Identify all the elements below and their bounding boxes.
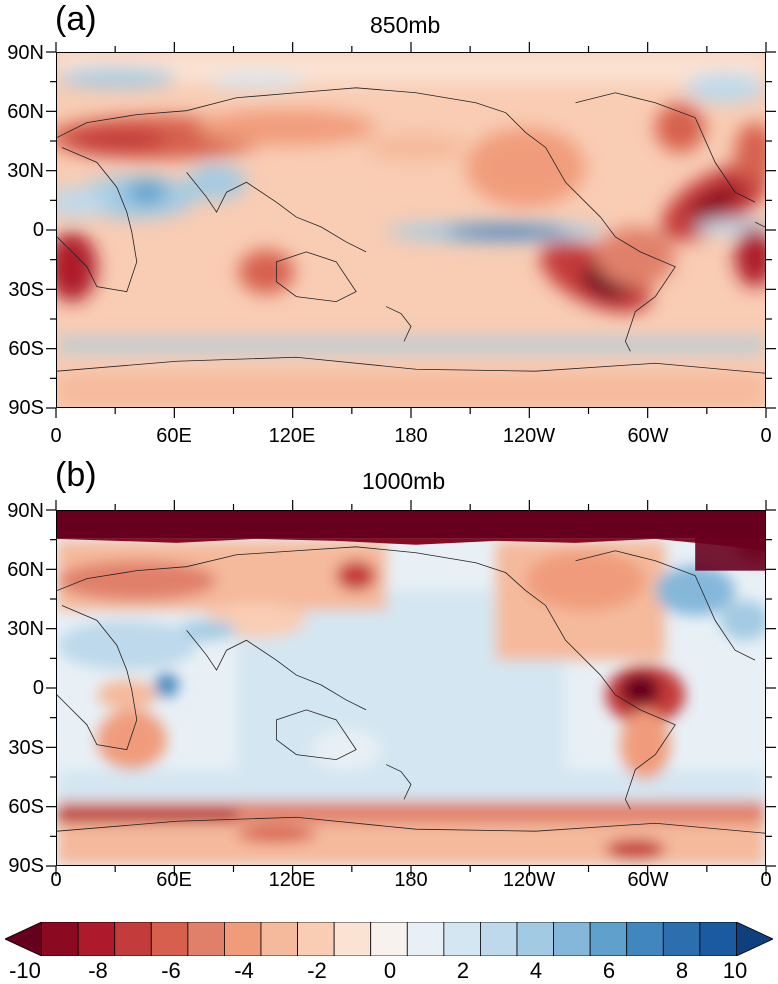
lon-label: 0 bbox=[50, 425, 62, 447]
lon-label: 120W bbox=[502, 869, 556, 891]
panel-letter: (b) bbox=[55, 456, 97, 494]
lat-label: 60N bbox=[7, 101, 44, 123]
panel-title: 850mb bbox=[370, 12, 441, 38]
lat-label: 90N bbox=[7, 500, 44, 522]
colorbar-swatch bbox=[699, 922, 737, 956]
colorbar-swatch bbox=[516, 922, 554, 956]
colorbar-swatch bbox=[41, 922, 79, 956]
lon-label: 0 bbox=[50, 869, 62, 891]
panel-title: 1000mb bbox=[362, 468, 446, 494]
colorbar-swatch bbox=[150, 922, 189, 956]
lon-label: 120E bbox=[268, 869, 316, 891]
panel-1000mb: (b) 1000mb bbox=[0, 458, 778, 898]
colorbar-tick-label: -2 bbox=[307, 958, 327, 983]
axis-ticks bbox=[46, 42, 776, 418]
coastlines bbox=[57, 87, 765, 374]
colorbar-swatch bbox=[370, 922, 408, 956]
lon-label: 60W bbox=[627, 869, 669, 891]
lon-label: 60E bbox=[156, 869, 192, 891]
colorbar-tick-label: 10 bbox=[722, 958, 748, 983]
axis-ticks bbox=[46, 500, 776, 876]
panel-850mb: (a) 850mb bbox=[0, 0, 778, 450]
lat-label: 30N bbox=[7, 160, 44, 182]
colorbar-swatch bbox=[736, 922, 773, 956]
map-1000mb bbox=[56, 510, 766, 866]
colorbar-swatch bbox=[77, 922, 116, 956]
colorbar bbox=[5, 922, 773, 956]
colorbar-swatch bbox=[406, 922, 445, 956]
colorbar-tick-label: -8 bbox=[88, 958, 108, 983]
lat-label: 60N bbox=[7, 559, 44, 581]
lon-label: 0 bbox=[760, 869, 772, 891]
colorbar-swatch bbox=[224, 922, 262, 956]
colorbar-tick-label: 8 bbox=[675, 958, 689, 983]
lat-label: 0 bbox=[32, 219, 44, 241]
lon-label: 180 bbox=[394, 425, 428, 447]
lat-label: 90N bbox=[7, 42, 44, 64]
lon-label: 0 bbox=[760, 425, 772, 447]
colorbar-swatch bbox=[443, 922, 481, 956]
colorbar-tick-label: -6 bbox=[161, 958, 181, 983]
lon-label: 180 bbox=[394, 869, 428, 891]
contour-field bbox=[57, 53, 765, 407]
colorbar-swatch bbox=[480, 922, 518, 956]
coastlines bbox=[57, 546, 765, 834]
colorbar-tick-label: 2 bbox=[456, 958, 470, 983]
lat-label: 30S bbox=[8, 737, 44, 759]
colorbar-swatch bbox=[589, 922, 628, 956]
colorbar-tick-label: 0 bbox=[383, 958, 397, 983]
lat-label: 90S bbox=[8, 855, 44, 877]
lat-label: 60S bbox=[8, 338, 44, 360]
lon-label: 60E bbox=[156, 425, 192, 447]
colorbar-swatch bbox=[187, 922, 225, 956]
colorbar-swatch bbox=[553, 922, 591, 956]
colorbar-tick-label: -10 bbox=[9, 958, 41, 983]
lon-label: 60W bbox=[627, 425, 669, 447]
colorbar-swatch bbox=[626, 922, 664, 956]
colorbar-tick-label: -4 bbox=[234, 958, 254, 983]
panel-letter: (a) bbox=[55, 0, 97, 38]
lat-label: 30S bbox=[8, 279, 44, 301]
lon-label: 120E bbox=[268, 425, 316, 447]
lat-label: 0 bbox=[32, 677, 44, 699]
lat-label: 60S bbox=[8, 796, 44, 818]
colorbar-swatch bbox=[260, 922, 298, 956]
colorbar-swatch bbox=[333, 922, 372, 956]
lat-label: 30N bbox=[7, 618, 44, 640]
colorbar-swatch bbox=[297, 922, 335, 956]
colorbar-swatch bbox=[5, 922, 42, 956]
colorbar-tick-label: 6 bbox=[602, 958, 616, 983]
contour-field bbox=[57, 511, 765, 865]
colorbar-tick-label: 4 bbox=[529, 958, 543, 983]
map-850mb bbox=[56, 52, 766, 408]
lon-label: 120W bbox=[502, 425, 556, 447]
colorbar-labels: -10 -8 -6 -4 -2 0 2 4 6 8 10 bbox=[0, 960, 778, 984]
colorbar-swatch bbox=[662, 922, 701, 956]
lat-label: 90S bbox=[8, 397, 44, 419]
colorbar-swatch bbox=[114, 922, 152, 956]
